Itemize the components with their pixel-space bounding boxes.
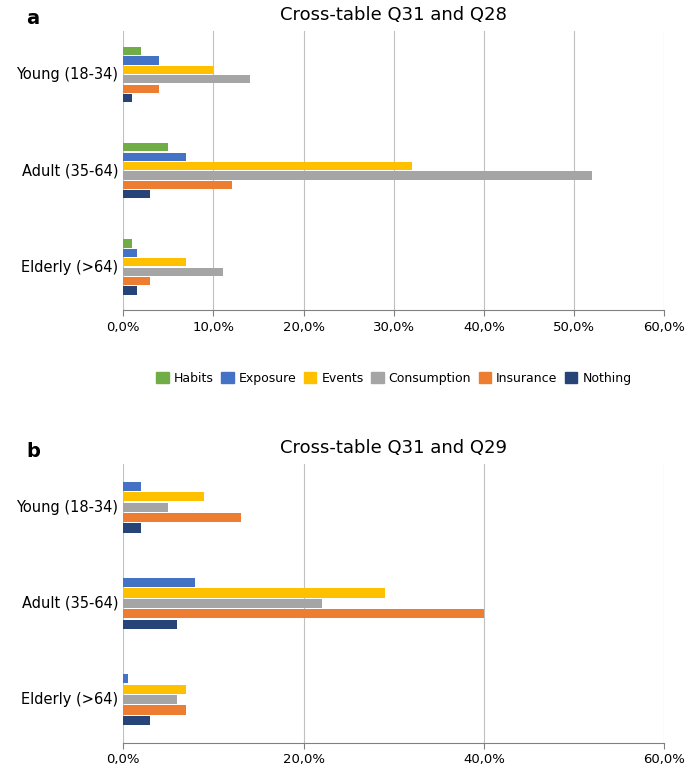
Legend: Habits, Exposure, Events, Consumption, Insurance, Nothing: Habits, Exposure, Events, Consumption, I… (151, 367, 636, 390)
Bar (123, 258, 186, 267)
Bar (123, 588, 385, 597)
Bar (123, 267, 223, 276)
Bar (123, 482, 141, 491)
Text: a: a (26, 9, 39, 28)
Bar (123, 249, 137, 257)
Bar (123, 492, 204, 501)
Bar (123, 171, 593, 180)
Bar (123, 190, 150, 199)
Bar (123, 599, 322, 608)
Bar (123, 674, 128, 683)
Bar (123, 695, 177, 704)
Bar (123, 84, 160, 93)
Bar (123, 578, 195, 587)
Bar (123, 503, 169, 511)
Bar (123, 181, 232, 189)
Bar (123, 56, 160, 65)
Bar (123, 162, 412, 170)
Bar (123, 152, 186, 161)
Title: Cross-table Q31 and Q29: Cross-table Q31 and Q29 (280, 439, 508, 457)
Bar (123, 66, 214, 74)
Bar (123, 239, 132, 248)
Bar (123, 684, 186, 694)
Bar (123, 619, 177, 629)
Text: b: b (26, 442, 40, 461)
Bar (123, 47, 141, 56)
Bar (123, 75, 249, 84)
Bar (123, 705, 186, 715)
Bar (123, 286, 137, 295)
Bar (123, 143, 169, 152)
Bar (123, 523, 141, 533)
Bar (123, 94, 132, 102)
Bar (123, 513, 240, 522)
Bar (123, 277, 150, 285)
Title: Cross-table Q31 and Q28: Cross-table Q31 and Q28 (280, 6, 508, 24)
Bar (123, 716, 150, 725)
Bar (123, 609, 484, 619)
